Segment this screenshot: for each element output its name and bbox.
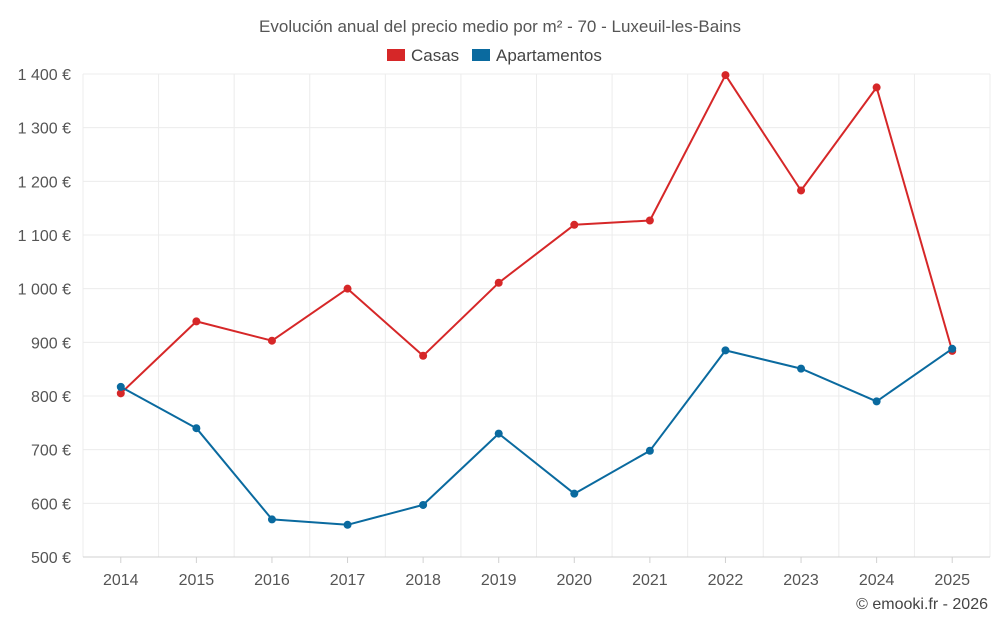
series-line-casas bbox=[120, 74, 954, 395]
data-point-apartamentos[interactable] bbox=[343, 520, 352, 529]
x-tick-label: 2022 bbox=[708, 572, 744, 589]
y-tick-label: 700 € bbox=[31, 443, 71, 460]
legend-swatch-casas bbox=[387, 49, 405, 61]
data-point-apartamentos[interactable] bbox=[797, 364, 806, 373]
series bbox=[116, 71, 957, 529]
legend: Casas Apartamentos bbox=[387, 46, 602, 65]
chart-title: Evolución anual del precio medio por m² … bbox=[259, 17, 741, 36]
data-point-casas[interactable] bbox=[721, 71, 730, 80]
data-point-apartamentos[interactable] bbox=[570, 489, 579, 498]
credit-text: © emooki.fr - 2026 bbox=[856, 596, 988, 613]
y-tick-label: 800 € bbox=[31, 389, 71, 406]
series-line-apartamentos bbox=[120, 347, 953, 526]
data-point-apartamentos[interactable] bbox=[192, 424, 201, 433]
y-tick-label: 1 200 € bbox=[18, 174, 71, 191]
x-tick-label: 2021 bbox=[632, 572, 668, 589]
x-tick-label: 2025 bbox=[934, 572, 970, 589]
data-point-casas[interactable] bbox=[494, 278, 503, 287]
legend-label-casas[interactable]: Casas bbox=[411, 46, 459, 65]
data-point-apartamentos[interactable] bbox=[116, 382, 125, 391]
data-point-apartamentos[interactable] bbox=[267, 515, 276, 524]
data-point-casas[interactable] bbox=[116, 389, 125, 398]
x-tick-label: 2014 bbox=[103, 572, 139, 589]
data-point-casas[interactable] bbox=[645, 216, 654, 225]
legend-swatch-apartamentos bbox=[472, 49, 490, 61]
data-point-apartamentos[interactable] bbox=[948, 344, 957, 353]
data-point-apartamentos[interactable] bbox=[872, 397, 881, 406]
y-tick-label: 1 300 € bbox=[18, 121, 71, 138]
axes: 500 € 600 € 700 € 800 € 900 € 1 000 € 1 100 € 1… bbox=[18, 67, 990, 589]
data-point-apartamentos[interactable] bbox=[494, 429, 503, 438]
data-point-casas[interactable] bbox=[267, 336, 276, 345]
x-tick-label: 2023 bbox=[783, 572, 819, 589]
data-point-apartamentos[interactable] bbox=[419, 500, 428, 509]
data-point-casas[interactable] bbox=[872, 83, 881, 92]
data-point-apartamentos[interactable] bbox=[645, 446, 654, 455]
y-tick-label: 1 400 € bbox=[18, 67, 71, 84]
y-tick-label: 500 € bbox=[31, 550, 71, 567]
y-tick-label: 900 € bbox=[31, 335, 71, 352]
data-point-casas[interactable] bbox=[192, 317, 201, 326]
x-tick-label: 2015 bbox=[179, 572, 215, 589]
x-tick-label: 2019 bbox=[481, 572, 517, 589]
x-tick-label: 2016 bbox=[254, 572, 290, 589]
data-point-casas[interactable] bbox=[343, 284, 352, 293]
y-tick-label: 1 100 € bbox=[18, 228, 71, 245]
x-tick-label: 2024 bbox=[859, 572, 895, 589]
legend-label-apartamentos[interactable]: Apartamentos bbox=[496, 46, 602, 65]
grid bbox=[82, 73, 991, 558]
x-tick-label: 2017 bbox=[330, 572, 366, 589]
data-point-casas[interactable] bbox=[797, 186, 806, 195]
x-tick-label: 2018 bbox=[405, 572, 441, 589]
data-point-casas[interactable] bbox=[419, 351, 428, 360]
y-tick-label: 1 000 € bbox=[18, 282, 71, 299]
data-point-apartamentos[interactable] bbox=[721, 346, 730, 355]
data-point-casas[interactable] bbox=[570, 220, 579, 229]
y-tick-label: 600 € bbox=[31, 496, 71, 513]
x-tick-label: 2020 bbox=[556, 572, 592, 589]
